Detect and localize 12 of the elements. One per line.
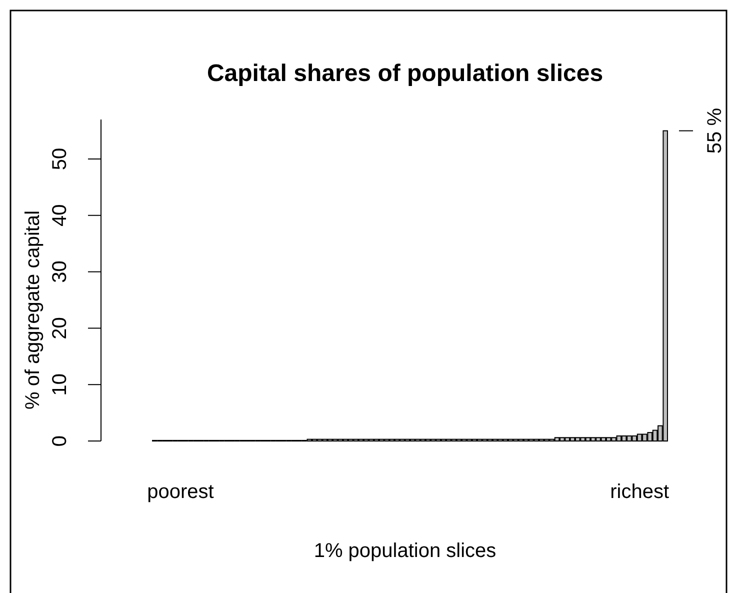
y-tick-label: 0 <box>49 435 71 447</box>
y-tick-label: 10 <box>49 373 71 396</box>
y-tick-label: 20 <box>49 317 71 340</box>
y-tick-label: 30 <box>49 260 71 283</box>
text: 55 % <box>704 108 726 154</box>
x-tick-label: richest <box>610 481 670 503</box>
y-tick-label: 50 <box>49 148 71 170</box>
y-tick-label: 40 <box>49 204 71 227</box>
x-axis-title: 1% population slices <box>314 540 496 562</box>
y-axis-title: % of aggregate capital <box>22 210 44 410</box>
x-tick-label: poorest <box>147 481 214 503</box>
chart-title: Capital shares of population slices <box>206 60 604 87</box>
